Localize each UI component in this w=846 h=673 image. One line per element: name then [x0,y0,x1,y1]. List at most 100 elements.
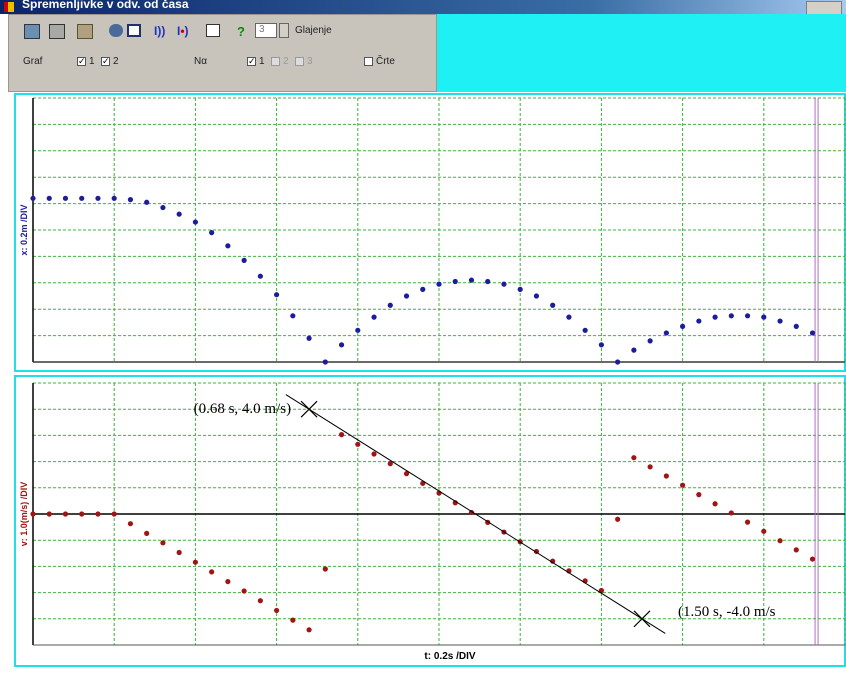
data-point [46,195,52,201]
data-point [696,318,702,324]
data-point [306,627,312,633]
data-point [647,464,653,470]
data-point [290,313,296,319]
data-point [517,286,523,292]
checkbox[interactable] [364,57,373,66]
lines-label: Črte [376,56,395,67]
data-point [338,432,345,438]
icon-help[interactable]: ? [237,24,245,39]
data-point [680,323,686,329]
data-point [127,521,134,527]
data-point [468,277,475,283]
spin-buttons[interactable] [279,23,289,38]
data-point [127,197,134,203]
data-point [663,473,669,479]
data-point [355,441,361,447]
data-point [744,519,751,525]
spin-value: 3 [259,24,265,35]
data-point [192,219,198,225]
data-point [355,327,361,333]
n-1: 1 [259,56,265,67]
data-point [452,278,458,285]
n-3: 3 [307,56,313,67]
data-point [403,293,410,299]
icon-sound[interactable]: I)) [154,24,166,38]
checkbox[interactable]: ✓ [247,56,256,66]
data-point [680,482,686,488]
icon-copy[interactable] [24,24,40,39]
graph-label: Graf [23,56,43,67]
data-point [209,230,215,236]
checkbox[interactable] [295,57,304,66]
data-point [274,607,280,614]
data-point [225,578,231,585]
graph-2: 2 [113,56,119,67]
data-point [176,549,182,556]
x-marker [300,400,318,418]
checkbox[interactable]: ✓ [101,56,110,66]
data-point [452,500,458,506]
data-point [728,313,734,319]
data-point [209,569,215,575]
data-point [647,338,653,344]
data-point [160,204,166,211]
x-marker [633,610,651,628]
data-point [566,314,572,320]
fit-line [285,394,666,634]
window-buttons[interactable] [806,1,842,15]
data-point [241,257,247,263]
data-point [192,559,198,565]
data-point [744,313,751,319]
data-point [371,451,377,457]
data-point [46,511,52,517]
data-point [728,510,734,516]
data-point [160,540,166,546]
data-point [79,511,85,517]
data-point [290,617,296,623]
data-point [95,511,101,517]
icon-point[interactable]: I•) [177,24,189,38]
y-axis-label: v: 1.0(m/s) /DIV [19,482,29,547]
data-point [403,471,410,477]
data-point [420,286,426,292]
data-point [30,511,36,517]
checkbox[interactable]: ✓ [77,56,86,66]
icon-print[interactable] [49,24,65,39]
annotation: (1.50 s, -4.0 m/s [678,604,776,620]
data-point [615,516,621,522]
data-point [30,195,36,201]
data-point [322,566,328,572]
data-point [62,195,69,201]
data-point [241,588,247,594]
data-point [95,195,101,201]
data-point [144,530,150,536]
background [437,14,846,92]
smoothing-label: Glajenje [295,25,332,36]
data-point [615,359,621,365]
title-bar: Spremenljivke v odv. od časa [0,0,846,15]
data-point [387,302,393,308]
data-point [631,347,637,353]
data-point [598,342,605,348]
icon-box[interactable] [206,24,220,37]
data-point [371,314,377,320]
icon-tool[interactable] [77,24,93,39]
icon-zoom[interactable] [109,24,123,37]
n-label: Nα [194,56,208,67]
data-point [485,278,491,285]
spin-box[interactable]: 3 [255,23,277,38]
data-point [598,587,605,594]
checkbox[interactable] [271,57,280,66]
data-point [777,538,783,544]
charts: x: 0.2m /DIV v: 1.0(m/s) /DIV t: 0.2s /DIV… [14,93,846,667]
data-point [793,323,799,329]
app-icon [4,2,14,12]
data-point [696,492,702,498]
data-point [176,211,182,217]
data-point [257,598,263,604]
data-point [111,195,117,201]
data-point [582,327,588,333]
icon-check[interactable] [127,24,141,37]
data-point [663,330,669,336]
